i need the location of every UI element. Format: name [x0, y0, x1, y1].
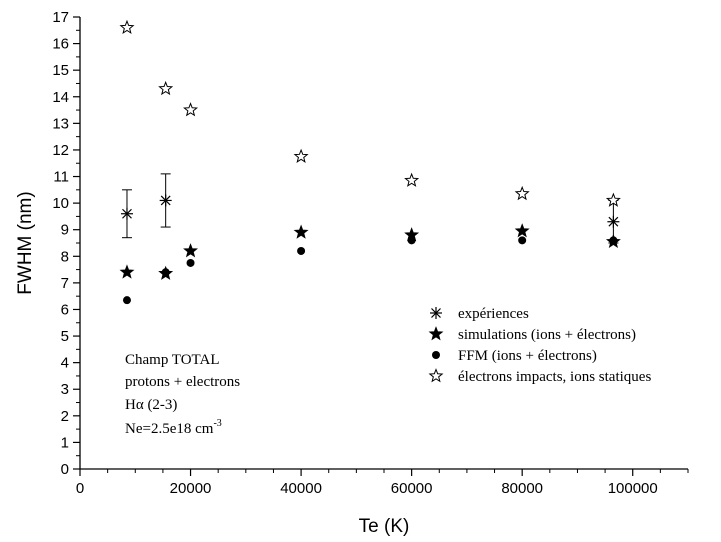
legend-label: expériences — [458, 306, 529, 322]
point-star-filled — [119, 264, 135, 279]
point-dot — [297, 246, 306, 255]
y-tick-label: 10 — [52, 195, 69, 212]
point-star-open — [119, 19, 135, 35]
y-tick-label: 12 — [52, 142, 69, 159]
annotation-density: Ne=2.5e18 cm-3 — [125, 418, 222, 437]
annotation-line-2: protons + electrons — [125, 374, 240, 390]
y-tick-label: 9 — [61, 222, 69, 239]
y-tick-label: 16 — [52, 36, 69, 53]
point-star-open — [605, 192, 621, 207]
point-star-filled — [293, 224, 309, 239]
y-tick-label: 1 — [61, 434, 69, 451]
point-asterisk — [159, 194, 172, 207]
y-tick-label: 0 — [61, 461, 69, 478]
point-asterisk — [607, 215, 620, 228]
point-star-filled — [183, 243, 198, 258]
y-tick-label: 6 — [61, 301, 69, 318]
x-tick-label: 100000 — [608, 480, 658, 497]
y-tick-label: 3 — [61, 381, 69, 398]
annotation-density-base: Ne=2.5e18 cm — [125, 421, 214, 437]
point-asterisk — [120, 207, 133, 220]
x-tick-label: 20000 — [170, 480, 212, 497]
point-dot — [609, 236, 618, 245]
x-tick-label: 40000 — [280, 480, 322, 497]
legend-label: FFM (ions + électrons) — [458, 348, 597, 364]
x-axis-title: Te (K) — [359, 516, 410, 537]
legend-label: simulations (ions + électrons) — [458, 327, 636, 343]
annotation-density-exp: -3 — [213, 418, 221, 429]
legend-marker-asterisk — [430, 307, 442, 319]
point-dot — [407, 236, 416, 245]
x-tick-label: 60000 — [391, 480, 433, 497]
point-star-open — [514, 185, 530, 201]
y-tick-label: 5 — [61, 328, 69, 345]
annotation-line-3: Hα (2-3) — [125, 397, 177, 413]
point-dot — [518, 236, 527, 245]
y-tick-label: 7 — [61, 275, 69, 292]
legend: expériences simulations (ions + électrons… — [428, 306, 651, 385]
x-tick-label: 0 — [76, 480, 84, 497]
point-star-open — [183, 102, 199, 117]
y-tick-label: 11 — [53, 169, 69, 186]
y-tick-label: 4 — [61, 355, 69, 372]
data-points — [119, 19, 621, 305]
point-star-open — [404, 172, 420, 187]
y-tick-label: 15 — [52, 62, 69, 79]
point-star-open — [293, 148, 309, 163]
x-tick-label: 80000 — [501, 480, 543, 497]
legend-marker-dot — [432, 351, 440, 359]
y-tick-label: 13 — [52, 115, 69, 132]
point-dot — [122, 296, 131, 305]
error-bars — [121, 173, 619, 244]
y-tick-label: 8 — [61, 248, 69, 265]
y-tick-label: 17 — [52, 9, 69, 26]
legend-marker-star-open — [428, 368, 444, 383]
point-dot — [161, 268, 170, 277]
y-tick-label: 2 — [61, 408, 69, 425]
y-axis-title: FWHM (nm) — [15, 191, 36, 294]
annotation-box: Champ TOTAL protons + electrons Hα (2-3)… — [125, 352, 240, 437]
legend-label: électrons impacts, ions statiques — [458, 369, 651, 385]
y-tick-label: 14 — [52, 89, 69, 106]
point-dot — [186, 258, 195, 267]
point-star-open — [158, 80, 174, 96]
legend-marker-star-filled — [428, 326, 444, 341]
point-star-filled — [514, 223, 530, 238]
annotation-line-1: Champ TOTAL — [125, 352, 220, 368]
